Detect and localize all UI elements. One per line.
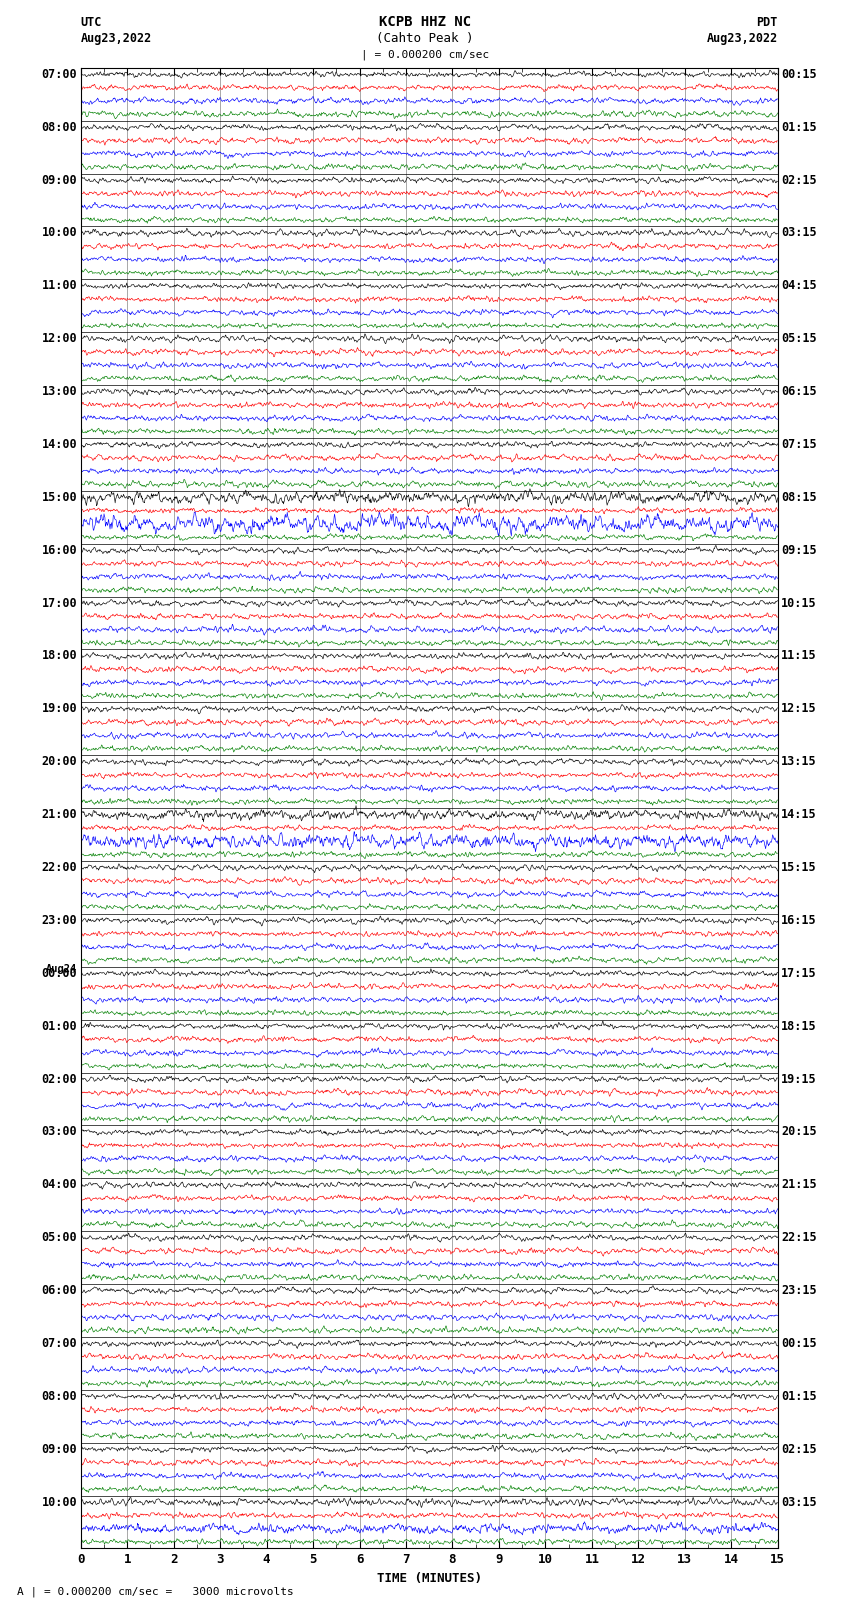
- Text: 19:00: 19:00: [42, 702, 77, 715]
- Text: 00:00: 00:00: [42, 966, 77, 979]
- Text: KCPB HHZ NC: KCPB HHZ NC: [379, 15, 471, 29]
- Text: 17:15: 17:15: [781, 966, 817, 979]
- Text: 05:15: 05:15: [781, 332, 817, 345]
- Text: 02:15: 02:15: [781, 174, 817, 187]
- Text: 22:15: 22:15: [781, 1231, 817, 1244]
- Text: 07:15: 07:15: [781, 439, 817, 452]
- Text: 18:15: 18:15: [781, 1019, 817, 1032]
- Text: 14:15: 14:15: [781, 808, 817, 821]
- Text: 10:00: 10:00: [42, 226, 77, 239]
- Text: Aug23,2022: Aug23,2022: [706, 32, 778, 45]
- Text: 12:00: 12:00: [42, 332, 77, 345]
- Text: 06:15: 06:15: [781, 386, 817, 398]
- Text: 23:15: 23:15: [781, 1284, 817, 1297]
- Text: 19:15: 19:15: [781, 1073, 817, 1086]
- X-axis label: TIME (MINUTES): TIME (MINUTES): [377, 1573, 482, 1586]
- Text: PDT: PDT: [756, 16, 778, 29]
- Text: 10:00: 10:00: [42, 1495, 77, 1508]
- Text: 09:15: 09:15: [781, 544, 817, 556]
- Text: 07:00: 07:00: [42, 68, 77, 81]
- Text: 08:00: 08:00: [42, 121, 77, 134]
- Text: 12:15: 12:15: [781, 702, 817, 715]
- Text: 15:00: 15:00: [42, 490, 77, 503]
- Text: Aug23,2022: Aug23,2022: [81, 32, 152, 45]
- Text: 16:00: 16:00: [42, 544, 77, 556]
- Text: (Cahto Peak ): (Cahto Peak ): [377, 32, 473, 45]
- Text: 05:00: 05:00: [42, 1231, 77, 1244]
- Text: 14:00: 14:00: [42, 439, 77, 452]
- Text: 04:00: 04:00: [42, 1177, 77, 1192]
- Text: 00:15: 00:15: [781, 1337, 817, 1350]
- Text: 09:00: 09:00: [42, 1442, 77, 1455]
- Text: 06:00: 06:00: [42, 1284, 77, 1297]
- Text: 03:00: 03:00: [42, 1126, 77, 1139]
- Text: 08:15: 08:15: [781, 490, 817, 503]
- Text: 23:00: 23:00: [42, 915, 77, 927]
- Text: 01:15: 01:15: [781, 1390, 817, 1403]
- Text: 17:00: 17:00: [42, 597, 77, 610]
- Text: 18:00: 18:00: [42, 650, 77, 663]
- Text: | = 0.000200 cm/sec: | = 0.000200 cm/sec: [361, 48, 489, 60]
- Text: 20:15: 20:15: [781, 1126, 817, 1139]
- Text: 22:00: 22:00: [42, 861, 77, 874]
- Text: UTC: UTC: [81, 16, 102, 29]
- Text: Aug24: Aug24: [46, 965, 77, 974]
- Text: 02:15: 02:15: [781, 1442, 817, 1455]
- Text: 21:15: 21:15: [781, 1177, 817, 1192]
- Text: 01:00: 01:00: [42, 1019, 77, 1032]
- Text: 21:00: 21:00: [42, 808, 77, 821]
- Text: 16:15: 16:15: [781, 915, 817, 927]
- Text: 11:00: 11:00: [42, 279, 77, 292]
- Text: 15:15: 15:15: [781, 861, 817, 874]
- Text: 07:00: 07:00: [42, 1337, 77, 1350]
- Text: 13:15: 13:15: [781, 755, 817, 768]
- Text: 03:15: 03:15: [781, 226, 817, 239]
- Text: 00:15: 00:15: [781, 68, 817, 81]
- Text: A | = 0.000200 cm/sec =   3000 microvolts: A | = 0.000200 cm/sec = 3000 microvolts: [17, 1586, 294, 1597]
- Text: 20:00: 20:00: [42, 755, 77, 768]
- Text: 09:00: 09:00: [42, 174, 77, 187]
- Text: 02:00: 02:00: [42, 1073, 77, 1086]
- Text: 03:15: 03:15: [781, 1495, 817, 1508]
- Text: 13:00: 13:00: [42, 386, 77, 398]
- Text: 08:00: 08:00: [42, 1390, 77, 1403]
- Text: 11:15: 11:15: [781, 650, 817, 663]
- Text: 04:15: 04:15: [781, 279, 817, 292]
- Text: 10:15: 10:15: [781, 597, 817, 610]
- Text: 01:15: 01:15: [781, 121, 817, 134]
